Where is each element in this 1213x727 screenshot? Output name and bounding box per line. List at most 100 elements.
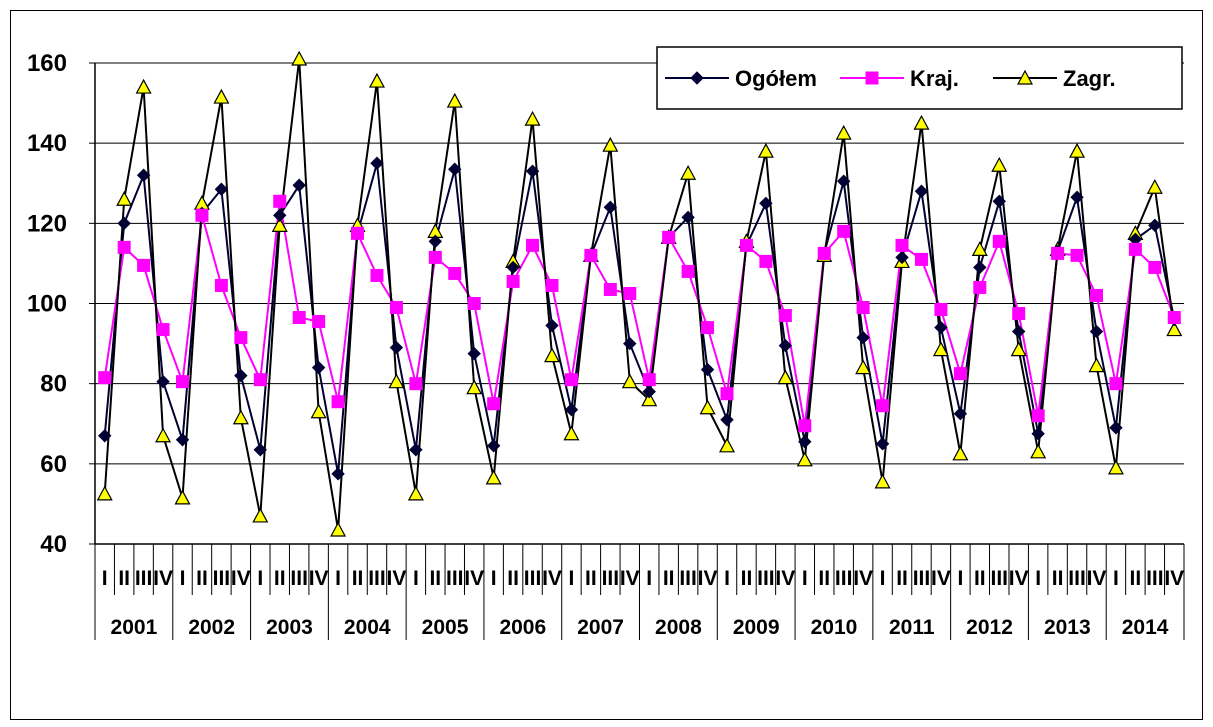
data-point-zagr xyxy=(174,489,191,505)
data-point-ogolem xyxy=(1148,218,1162,233)
data-point-ogolem xyxy=(175,433,190,447)
data-point-zagr xyxy=(796,451,813,467)
data-point-ogolem xyxy=(370,156,384,170)
data-point-kraj xyxy=(1031,409,1045,423)
data-point-kraj xyxy=(273,194,287,208)
quarter-label: IV xyxy=(775,567,795,590)
year-label: 2009 xyxy=(733,616,780,639)
quarter-label: IV xyxy=(853,567,873,590)
data-point-zagr xyxy=(1069,142,1086,158)
legend-marker xyxy=(1016,69,1034,85)
data-point-zagr xyxy=(368,72,385,88)
data-point-kraj xyxy=(914,252,928,266)
data-point-zagr xyxy=(213,88,230,104)
quarter-label: I xyxy=(180,567,186,590)
data-point-kraj xyxy=(156,323,170,337)
data-point-ogolem xyxy=(311,360,326,375)
quarter-label: II xyxy=(974,567,986,590)
data-point-ogolem xyxy=(1089,324,1104,339)
data-point-zagr xyxy=(563,425,580,441)
data-point-kraj xyxy=(1109,377,1123,391)
data-point-kraj xyxy=(428,250,442,264)
data-point-zagr xyxy=(407,485,424,501)
data-point-kraj xyxy=(642,373,656,387)
data-point-kraj xyxy=(603,282,617,296)
data-point-zagr xyxy=(1010,341,1027,357)
data-point-kraj xyxy=(564,373,578,387)
data-point-ogolem xyxy=(409,443,423,457)
quarter-label: I xyxy=(257,567,263,590)
data-point-ogolem xyxy=(914,184,929,198)
data-point-ogolem xyxy=(467,346,481,361)
quarter-label: I xyxy=(646,567,652,590)
legend-marker xyxy=(690,71,704,85)
data-point-ogolem xyxy=(875,437,890,451)
year-label: 2007 xyxy=(577,616,624,639)
quarter-label: IV xyxy=(231,567,251,590)
year-label: 2008 xyxy=(655,616,702,639)
quarter-label: II xyxy=(274,567,286,590)
data-point-zagr xyxy=(543,347,560,363)
y-tick-label: 100 xyxy=(27,291,67,318)
data-point-ogolem xyxy=(273,208,287,223)
data-point-kraj xyxy=(934,303,948,317)
data-point-zagr xyxy=(446,92,463,108)
data-point-kraj xyxy=(389,301,403,315)
year-label: 2001 xyxy=(111,616,158,639)
quarter-label: IV xyxy=(153,567,173,590)
data-point-zagr xyxy=(621,373,638,389)
data-point-kraj xyxy=(506,274,520,288)
data-point-ogolem xyxy=(1011,324,1026,339)
data-point-kraj xyxy=(1051,246,1065,260)
data-point-kraj xyxy=(487,397,501,411)
data-point-ogolem xyxy=(448,162,462,176)
year-label: 2012 xyxy=(966,616,1013,639)
data-point-zagr xyxy=(310,403,327,419)
quarter-label: III xyxy=(368,567,386,590)
data-point-kraj xyxy=(331,395,345,409)
quarter-label: III xyxy=(679,567,697,590)
data-point-kraj xyxy=(837,224,851,238)
quarter-label: III xyxy=(135,567,153,590)
quarter-label: II xyxy=(429,567,441,590)
data-point-kraj xyxy=(1070,248,1084,262)
data-point-kraj xyxy=(876,399,890,413)
quarter-label: I xyxy=(335,567,341,590)
data-point-zagr xyxy=(116,191,133,206)
data-point-kraj xyxy=(759,254,773,268)
quarter-label: I xyxy=(880,567,886,590)
data-point-zagr xyxy=(777,369,794,385)
data-point-zagr xyxy=(641,391,658,407)
data-point-kraj xyxy=(526,238,540,252)
quarter-label: II xyxy=(818,567,830,590)
data-point-kraj xyxy=(856,301,870,315)
quarter-label: III xyxy=(913,567,931,590)
data-point-zagr xyxy=(874,473,891,489)
data-point-kraj xyxy=(1089,288,1103,302)
data-point-ogolem xyxy=(525,164,540,178)
y-tick-label: 40 xyxy=(40,531,67,558)
data-point-zagr xyxy=(680,164,697,180)
quarter-label: I xyxy=(413,567,419,590)
data-point-kraj xyxy=(895,238,909,252)
data-point-ogolem xyxy=(778,338,793,353)
data-point-kraj xyxy=(720,387,734,401)
quarter-label: I xyxy=(1035,567,1041,590)
data-point-zagr xyxy=(155,427,172,443)
legend-marker xyxy=(865,71,879,85)
year-label: 2005 xyxy=(422,616,469,639)
quarter-label: III xyxy=(757,567,775,590)
data-point-kraj xyxy=(467,297,481,310)
data-point-kraj xyxy=(623,286,637,300)
quarter-label: III xyxy=(602,567,620,590)
year-label: 2006 xyxy=(499,616,546,639)
y-tick-label: 140 xyxy=(27,130,67,157)
data-point-zagr xyxy=(466,379,483,395)
data-point-ogolem xyxy=(798,435,812,449)
quarter-label: IV xyxy=(309,567,329,590)
chart-frame xyxy=(10,10,1203,720)
data-point-kraj xyxy=(739,238,753,252)
data-point-ogolem xyxy=(1031,427,1045,441)
data-point-ogolem xyxy=(759,196,773,210)
